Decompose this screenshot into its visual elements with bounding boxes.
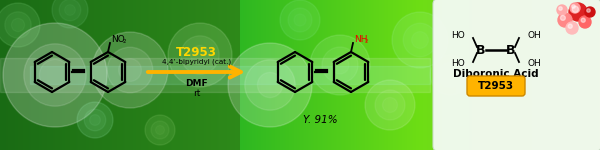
Text: $_2$: $_2$ [365,36,370,45]
Bar [30,66,430,84]
Circle shape [375,90,405,120]
Circle shape [151,121,169,139]
Text: DMF: DMF [185,80,208,88]
Circle shape [181,36,219,74]
Circle shape [257,72,283,98]
Circle shape [569,3,587,21]
Circle shape [52,0,88,28]
Circle shape [585,7,595,17]
Circle shape [403,23,437,57]
Circle shape [322,47,358,83]
Circle shape [0,3,40,47]
Circle shape [168,23,232,87]
Circle shape [557,5,567,15]
Circle shape [92,32,168,108]
Circle shape [84,109,106,131]
Circle shape [245,60,295,110]
Text: NH: NH [354,34,367,43]
Text: Y. 91%: Y. 91% [302,115,337,125]
Circle shape [587,9,590,12]
Circle shape [579,16,591,28]
Circle shape [572,5,575,8]
Circle shape [107,47,153,93]
FancyBboxPatch shape [467,76,525,96]
Text: T2953: T2953 [478,81,514,91]
Circle shape [228,43,312,127]
Text: T2953: T2953 [176,45,217,58]
Text: OH: OH [527,60,541,69]
Bar [0,58,430,92]
Circle shape [3,23,107,127]
Circle shape [560,15,565,20]
Circle shape [570,3,580,13]
Text: rt: rt [193,90,200,99]
Text: NO: NO [111,34,125,43]
Circle shape [558,13,572,27]
Circle shape [89,115,100,125]
Circle shape [310,35,370,95]
Circle shape [5,12,31,38]
Circle shape [119,59,142,81]
Circle shape [77,102,113,138]
Text: B: B [506,44,516,57]
Circle shape [559,7,562,10]
Circle shape [59,0,81,21]
Text: HO: HO [451,60,465,69]
Circle shape [392,12,448,68]
Circle shape [572,6,578,12]
Text: 4,4’-bipyridyl (cat.): 4,4’-bipyridyl (cat.) [162,59,231,65]
Circle shape [331,56,349,74]
Circle shape [190,45,209,65]
Text: OH: OH [527,32,541,40]
Circle shape [568,24,572,28]
Circle shape [40,59,71,91]
Circle shape [24,44,86,106]
Text: Diboronic Acid: Diboronic Acid [453,69,539,79]
Text: HO: HO [451,32,465,40]
Text: $_2$: $_2$ [121,36,127,45]
Text: B: B [476,44,486,57]
Circle shape [430,55,470,95]
Circle shape [145,115,175,145]
Circle shape [280,0,320,40]
FancyBboxPatch shape [433,0,600,150]
Circle shape [288,8,312,32]
Circle shape [581,18,586,22]
Circle shape [566,22,578,34]
Circle shape [365,80,415,130]
